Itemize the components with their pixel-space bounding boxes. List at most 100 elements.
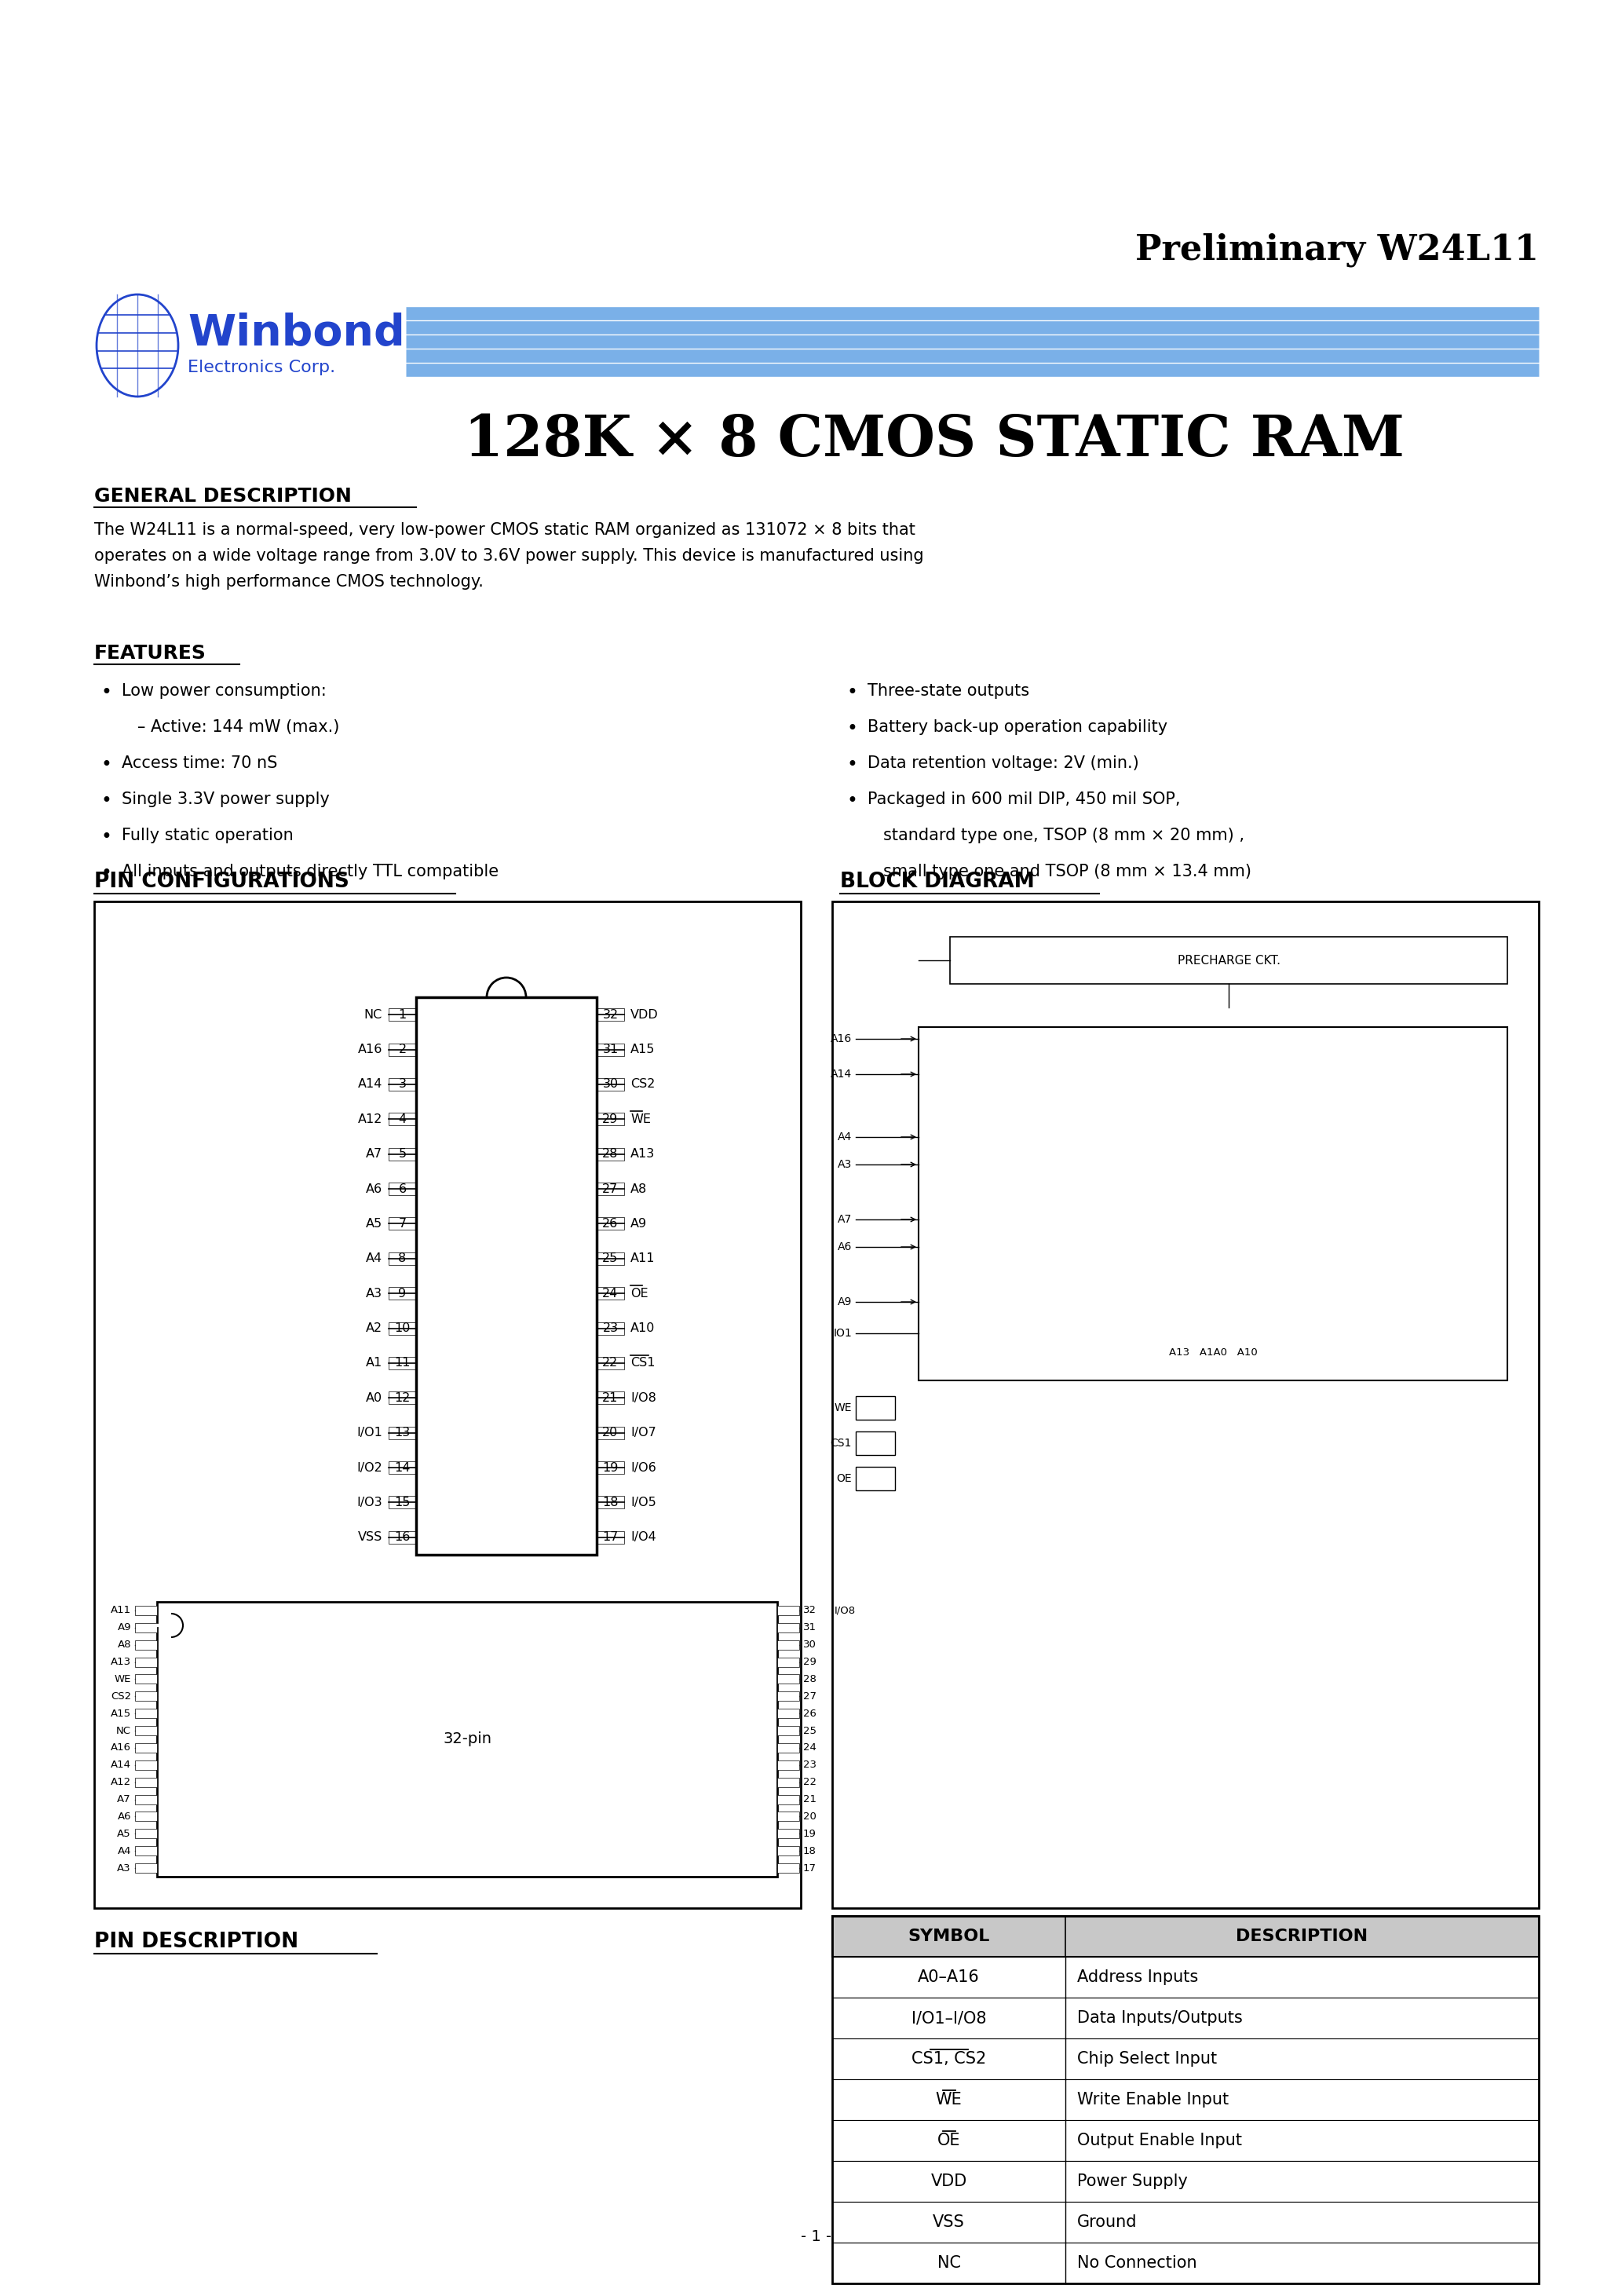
Text: A12: A12 [110, 1777, 131, 1786]
Bar [389, 1426, 417, 1440]
Text: 6: 6 [399, 1182, 407, 1194]
Bar [135, 1795, 157, 1805]
Bar [389, 1148, 417, 1159]
Bar [777, 1743, 800, 1752]
Text: VDD: VDD [931, 2174, 967, 2188]
Text: Three-state outputs: Three-state outputs [868, 684, 1030, 698]
Text: A5: A5 [365, 1217, 383, 1231]
Text: •: • [101, 827, 112, 847]
Bar [389, 1391, 417, 1405]
Text: Fully static operation: Fully static operation [122, 827, 294, 843]
Text: A14: A14 [358, 1079, 383, 1091]
Text: Low power consumption:: Low power consumption: [122, 684, 326, 698]
Text: 32: 32 [803, 1605, 816, 1616]
Text: Winbond: Winbond [188, 312, 406, 356]
Text: A13: A13 [110, 1658, 131, 1667]
Text: standard type one, TSOP (8 mm × 20 mm) ,: standard type one, TSOP (8 mm × 20 mm) , [884, 827, 1244, 843]
Bar [135, 1812, 157, 1821]
Bar [777, 1658, 800, 1667]
Bar [135, 1727, 157, 1736]
Text: A1: A1 [365, 1357, 383, 1368]
Bar [94, 902, 801, 1908]
Bar [135, 1846, 157, 1855]
Text: A4: A4 [365, 1254, 383, 1265]
Bar [777, 1761, 800, 1770]
Bar [777, 1605, 800, 1614]
Text: Electronics Corp.: Electronics Corp. [188, 360, 336, 374]
Text: A7: A7 [837, 1215, 852, 1226]
Text: A12: A12 [358, 1114, 383, 1125]
Text: A4: A4 [837, 1132, 852, 1143]
Text: 1: 1 [399, 1008, 407, 1019]
Text: Power Supply: Power Supply [1077, 2174, 1187, 2188]
Text: A3: A3 [837, 1159, 852, 1171]
Text: CS2: CS2 [110, 1692, 131, 1701]
Text: 14: 14 [394, 1463, 410, 1474]
Bar [389, 1251, 417, 1265]
Text: 19: 19 [602, 1463, 618, 1474]
Text: 23: 23 [803, 1761, 816, 1770]
Text: CS1, CS2: CS1, CS2 [912, 2050, 986, 2066]
Text: 15: 15 [394, 1497, 410, 1508]
Bar [389, 1217, 417, 1231]
Bar [135, 1777, 157, 1786]
Text: A16: A16 [830, 1033, 852, 1045]
Text: DESCRIPTION: DESCRIPTION [1236, 1929, 1367, 1945]
Text: 2: 2 [399, 1045, 407, 1056]
Text: 18: 18 [602, 1497, 618, 1508]
Bar [597, 1008, 624, 1022]
Bar [597, 1114, 624, 1125]
Text: VSS: VSS [358, 1531, 383, 1543]
Bar [832, 2080, 1539, 2119]
Text: •: • [847, 792, 856, 810]
Text: A11: A11 [631, 1254, 655, 1265]
Bar [777, 1864, 800, 1874]
Text: I/O2: I/O2 [357, 1463, 383, 1474]
Bar [597, 1251, 624, 1265]
Text: A7: A7 [365, 1148, 383, 1159]
Text: 30: 30 [602, 1079, 618, 1091]
Bar [597, 1288, 624, 1300]
Text: All inputs and outputs directly TTL compatible: All inputs and outputs directly TTL comp… [122, 863, 498, 879]
Bar [135, 1605, 157, 1614]
Text: 11: 11 [394, 1357, 410, 1368]
Bar [777, 1777, 800, 1786]
Text: 3: 3 [399, 1079, 406, 1091]
Text: WE: WE [114, 1674, 131, 1685]
Text: I/O6: I/O6 [631, 1463, 657, 1474]
Text: 16: 16 [394, 1531, 410, 1543]
Text: 26: 26 [602, 1217, 618, 1231]
Text: A13   A1A0   A10: A13 A1A0 A10 [1169, 1348, 1257, 1357]
Text: 10: 10 [394, 1322, 410, 1334]
Text: BLOCK DIAGRAM: BLOCK DIAGRAM [840, 872, 1035, 893]
Bar [389, 1322, 417, 1334]
Text: CS1: CS1 [830, 1437, 852, 1449]
Bar [777, 1639, 800, 1649]
Text: 4: 4 [399, 1114, 407, 1125]
Bar [389, 1497, 417, 1508]
Text: I/O8: I/O8 [835, 1605, 856, 1616]
Text: A14: A14 [110, 1761, 131, 1770]
Bar [777, 1708, 800, 1717]
Bar [832, 1915, 1539, 2285]
Bar [597, 1182, 624, 1196]
Bar [389, 1357, 417, 1368]
Ellipse shape [97, 294, 178, 397]
Text: NC: NC [938, 2255, 960, 2271]
Text: CS2: CS2 [631, 1079, 655, 1091]
Bar [157, 1603, 777, 1876]
Text: 18: 18 [803, 1846, 816, 1855]
Bar [597, 1426, 624, 1440]
Bar [135, 1658, 157, 1667]
Text: PIN DESCRIPTION: PIN DESCRIPTION [94, 1931, 298, 1952]
Text: 5: 5 [399, 1148, 407, 1159]
Bar [777, 1623, 800, 1632]
Text: Publication Release Date: October 1999: Publication Release Date: October 1999 [1233, 2206, 1539, 2223]
Bar [856, 1467, 895, 1490]
Text: No Connection: No Connection [1077, 2255, 1197, 2271]
Text: – Active: 144 mW (max.): – Active: 144 mW (max.) [138, 719, 339, 735]
Text: small type one and TSOP (8 mm × 13.4 mm): small type one and TSOP (8 mm × 13.4 mm) [884, 863, 1252, 879]
Text: PIN CONFIGURATIONS: PIN CONFIGURATIONS [94, 872, 349, 893]
Text: A6: A6 [117, 1812, 131, 1821]
Text: 30: 30 [803, 1639, 816, 1651]
